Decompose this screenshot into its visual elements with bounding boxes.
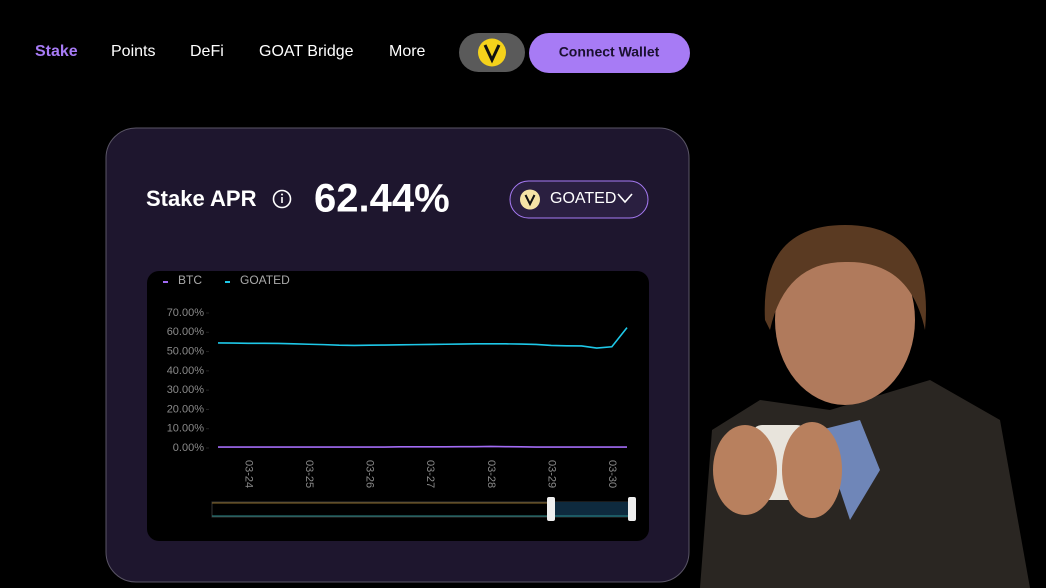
- nav-stake[interactable]: Stake: [35, 43, 78, 60]
- connect-button[interactable]: [529, 33, 690, 73]
- zoom-window[interactable]: [551, 502, 632, 517]
- token-label[interactable]: GOATED: [550, 190, 616, 207]
- y-tick-label: 20.00%: [167, 403, 205, 415]
- x-tick-label: 03-25: [303, 460, 315, 488]
- nav-defi[interactable]: DeFi: [190, 43, 224, 60]
- photo: [700, 225, 1030, 588]
- y-tick-label: 30.00%: [167, 384, 205, 396]
- legend-label: BTC: [178, 273, 202, 287]
- nav-points[interactable]: Points: [111, 43, 155, 60]
- y-tick-label: 60.00%: [167, 326, 205, 338]
- legend-label: GOATED: [240, 273, 290, 287]
- zoom-handle-right[interactable]: [628, 497, 636, 521]
- token-logo-mark: [524, 194, 536, 207]
- x-tick-label: 03-26: [364, 460, 376, 488]
- zoom-handle-left[interactable]: [547, 497, 555, 521]
- token-logo: [520, 189, 540, 210]
- token-select[interactable]: [509, 180, 649, 219]
- y-tick-label: 0.00%: [173, 442, 204, 454]
- x-tick-label: 03-24: [242, 460, 254, 488]
- y-tick-label: 50.00%: [167, 345, 205, 357]
- nav-bridge[interactable]: GOAT Bridge: [259, 43, 354, 60]
- x-tick-label: 03-28: [485, 460, 497, 488]
- y-tick-label: 40.00%: [167, 365, 205, 377]
- x-tick-label: 03-27: [424, 460, 436, 488]
- x-tick-label: 03-30: [606, 460, 618, 488]
- logo-mark: [483, 44, 501, 64]
- chart: BTC GOATED 0.00% 10.00% 20.00% 30.00% 40.00% 50…: [163, 273, 628, 488]
- info-icon-dot: [281, 193, 283, 196]
- connect-label[interactable]: Connect Wallet: [559, 44, 660, 60]
- apr-value: 62.44%: [314, 177, 450, 221]
- x-tick-label: 03-29: [545, 460, 557, 488]
- y-tick-label: 10.00%: [167, 423, 205, 435]
- info-icon[interactable]: [272, 189, 292, 209]
- series-line: [217, 327, 628, 349]
- series-line: [218, 445, 627, 448]
- chart-panel: [147, 271, 649, 541]
- nav-more[interactable]: More: [389, 43, 426, 60]
- chevron: [617, 193, 633, 204]
- y-tick-label: 70.00%: [167, 307, 205, 319]
- card-title: Stake APR: [146, 186, 257, 211]
